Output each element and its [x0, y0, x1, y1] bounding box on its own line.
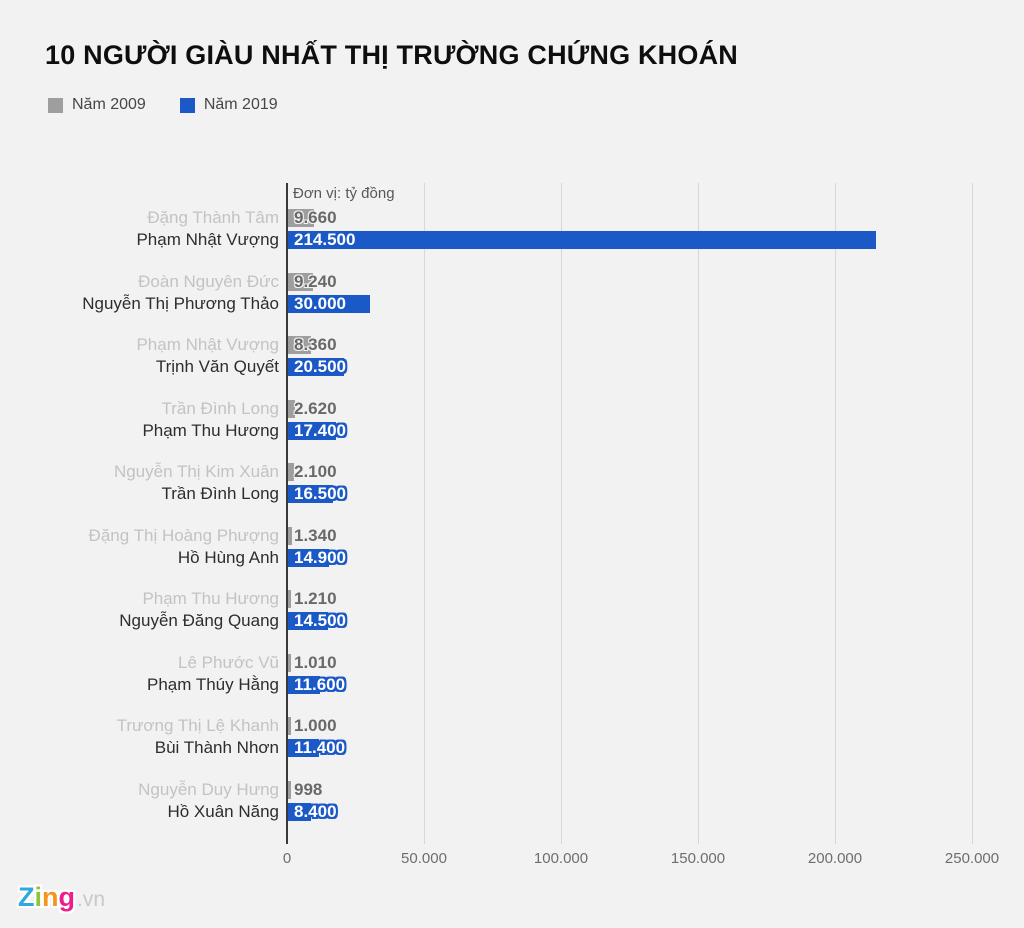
bar-value-2019: 14.500 — [294, 611, 346, 631]
row-label-2009: Lê Phước Vũ — [178, 652, 279, 672]
chart-title: 10 NGƯỜI GIÀU NHẤT THỊ TRƯỜNG CHỨNG KHOÁ… — [45, 40, 738, 70]
zing-logo-letter: g — [58, 882, 76, 912]
bar-2009 — [288, 209, 315, 227]
bar-value-2019: 17.400 — [294, 420, 346, 440]
row-label-2019: Nguyễn Đăng Quang — [119, 611, 279, 631]
bar-2009 — [288, 399, 296, 418]
bar-2019 — [288, 612, 328, 631]
bar-value-2009: 1.340 — [294, 525, 337, 545]
row-label-2019: Trần Đình Long — [161, 484, 280, 504]
bar-value-2009: 9.240 — [294, 271, 337, 291]
bar-value-2019: 16.500 — [294, 484, 346, 504]
legend-item-2019: Năm 2019 — [179, 96, 278, 114]
row-label-2019: Bùi Thành Nhơn — [154, 738, 279, 758]
legend-item-2009: Năm 2009 — [48, 96, 146, 114]
y-axis-line — [286, 183, 288, 844]
row-label-2019: Trịnh Văn Quyết — [155, 357, 279, 377]
row-label-2009: Phạm Thu Hương — [142, 589, 279, 609]
row-label-2009: Đoàn Nguyên Đức — [138, 271, 279, 291]
row-label-2009: Nguyễn Duy Hưng — [138, 779, 279, 799]
zing-logo-letter: n — [42, 882, 59, 912]
row-label-2019: Hồ Hùng Anh — [177, 547, 279, 567]
bar-value-2009: 1.210 — [294, 589, 337, 609]
bar-value-2019: 8.400 — [294, 801, 337, 821]
bar-value-2009: 8.360 — [294, 335, 337, 355]
bar-value-2019: 14.900 — [294, 547, 346, 567]
bar-2019 — [288, 421, 336, 440]
row-label-2009: Phạm Nhật Vượng — [136, 335, 279, 355]
row-label-2009: Đặng Thị Hoàng Phượng — [88, 525, 279, 545]
bar-value-2009: 2.620 — [294, 398, 337, 418]
gridline — [972, 183, 973, 844]
row-label-2019: Phạm Thu Hương — [142, 420, 279, 440]
bar-value-2019: 30.000 — [294, 293, 346, 313]
x-tick-label: 100.000 — [533, 850, 589, 867]
bar-2019 — [288, 675, 320, 694]
row-label-2009: Trần Đình Long — [161, 398, 280, 418]
row-label-2019: Nguyễn Thị Phương Thảo — [82, 293, 279, 313]
zing-logo-letter: Z — [18, 882, 35, 912]
row-label-2009: Nguyễn Thị Kim Xuân — [113, 462, 279, 482]
bar-2019 — [288, 485, 334, 504]
x-tick-label: 200.000 — [807, 850, 863, 867]
zing-logo-suffix: .vn — [77, 888, 106, 911]
row-label-2019: Phạm Thúy Hằng — [147, 674, 279, 694]
bar-value-2009: 1.010 — [294, 652, 337, 672]
gridline — [835, 183, 836, 844]
bar-2009 — [288, 272, 314, 291]
legend-swatch-2019-icon — [179, 97, 195, 113]
bar-2019 — [288, 548, 329, 567]
bar-2009 — [288, 590, 292, 609]
bar-2019 — [288, 739, 320, 758]
row-label-2019: Hồ Xuân Năng — [167, 801, 279, 821]
bar-value-2019: 20.500 — [294, 357, 346, 377]
x-tick-label: 50.000 — [401, 850, 447, 867]
gridline — [561, 183, 562, 844]
bar-2009 — [288, 463, 294, 482]
legend: Năm 2009 Năm 2019 — [48, 96, 278, 114]
legend-label-2009: Năm 2009 — [72, 96, 146, 113]
x-tick-label: 250.000 — [944, 850, 1000, 867]
bar-value-2009: 998 — [294, 779, 323, 799]
bar-2009 — [288, 780, 291, 799]
x-tick-label: 150.000 — [670, 850, 726, 867]
legend-label-2019: Năm 2019 — [203, 96, 278, 113]
x-tick-label: 0 — [282, 850, 292, 867]
row-label-2019: Phạm Nhật Vượng — [136, 230, 279, 249]
bar-value-2009: 9.660 — [294, 208, 337, 227]
bar-value-2009: 2.100 — [294, 462, 337, 482]
zing-logo-letter: i — [34, 882, 43, 912]
row-label-2009: Trương Thị Lệ Khanh — [116, 716, 279, 736]
bar-2019 — [288, 231, 876, 249]
bar-2019 — [288, 802, 312, 821]
bar-value-2019: 11.400 — [294, 738, 346, 758]
bar-2019 — [288, 294, 371, 313]
legend-swatch-2009-icon — [48, 97, 63, 113]
bar-value-2019: 11.600 — [294, 674, 346, 694]
bar-value-2009: 1.000 — [294, 716, 337, 736]
bar-2009 — [288, 653, 291, 672]
gridline — [698, 183, 699, 844]
gridline — [424, 183, 425, 844]
bar-2019 — [288, 358, 345, 377]
unit-note: Đơn vị: tỷ đồng — [293, 185, 395, 202]
row-label-2009: Đặng Thành Tâm — [147, 208, 279, 227]
bar-2009 — [288, 526, 292, 545]
bar-2009 — [288, 717, 291, 736]
bar-2009 — [288, 336, 311, 355]
bar-value-2019: 214.500 — [294, 230, 356, 249]
